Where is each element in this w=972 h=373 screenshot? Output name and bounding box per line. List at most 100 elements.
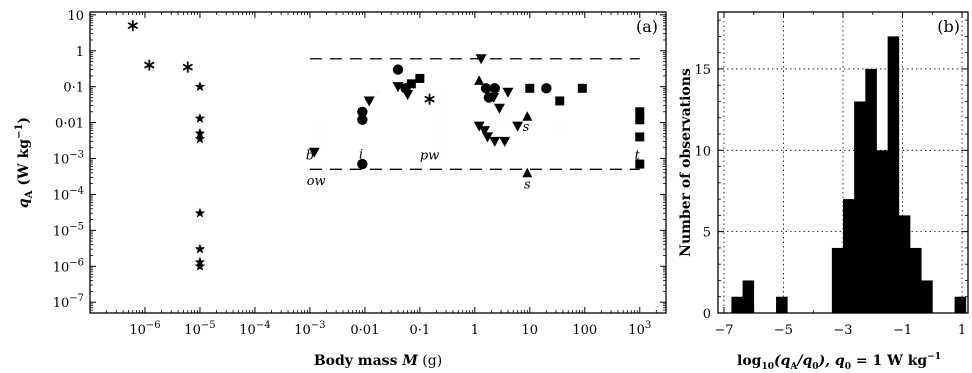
triangle-down-point (502, 87, 514, 98)
square-point (555, 96, 565, 106)
x-axis-label-b: log10(qA/q0), q0 = 1 W kg−1 (737, 352, 941, 372)
annotation-ow: ow (307, 174, 326, 189)
bowtie-point (435, 114, 448, 124)
series-triangle_down (308, 54, 524, 158)
series-star (194, 81, 206, 271)
triangle-down-point (493, 103, 505, 114)
star-point (194, 243, 206, 254)
histogram-bar (731, 296, 743, 313)
circle-point (483, 92, 495, 103)
bowtie-point (556, 126, 569, 136)
triangle-down-point (479, 126, 491, 137)
annotation-b: b (306, 148, 314, 163)
triangle-down-point (512, 121, 524, 132)
annotation-t: t (635, 148, 641, 163)
x-tick-label-b: −1 (893, 323, 912, 338)
x-tick-label-a: 0·01 (350, 323, 379, 338)
x-tick-label-a: 10−5 (184, 320, 215, 338)
panel-label-b: (b) (937, 17, 960, 36)
star-point (194, 113, 206, 123)
annotation-pw: pw (420, 148, 439, 163)
triangle-down-point (308, 147, 320, 158)
y-tick-label-a: 10−5 (53, 221, 84, 239)
bowtie-point (313, 139, 326, 149)
series-triangle_up (474, 75, 533, 178)
y-axis-label-a: qA (W kg−1) (14, 117, 35, 208)
x-tick-label-a: 1 (471, 323, 479, 338)
x-tick-label-a: 10 (522, 323, 539, 338)
star-point (194, 133, 206, 144)
asterisk-point (182, 61, 193, 73)
annotation-i: i (359, 147, 363, 162)
y-tick-label-a: 10−3 (53, 150, 84, 168)
x-tick-label-b: −5 (774, 323, 793, 338)
histogram-bar (865, 68, 877, 313)
x-tick-label-a: 10−6 (129, 320, 160, 338)
x-tick-label-b: −7 (714, 323, 733, 338)
triangle-up-point (522, 111, 533, 121)
histogram-bar (887, 36, 900, 314)
x-tick-label-b: 1 (958, 323, 966, 338)
bowtie-point (372, 87, 385, 97)
square-point (635, 115, 645, 125)
triangle-down-point (473, 121, 485, 132)
triangle-down-point (392, 82, 404, 93)
histogram-bar (776, 296, 788, 313)
plot-frame-a (89, 11, 667, 314)
y-tick-label-a: 10 (67, 9, 84, 24)
bowtie-point (435, 100, 448, 110)
x-axis-label-a: Body mass M (g) (314, 353, 442, 369)
star-point (194, 81, 206, 92)
x-tick-label-a: 100 (572, 323, 597, 338)
circle-point (541, 83, 552, 94)
bowtie-point (435, 149, 448, 159)
histogram-bar (742, 280, 755, 313)
histogram-bar (898, 215, 911, 313)
circle-point (357, 158, 368, 170)
asterisk-stroke (127, 22, 138, 30)
histogram-bar (954, 296, 967, 313)
series-square (406, 73, 645, 169)
y-tick-label-b: 10 (694, 144, 711, 159)
histogram-bar (909, 247, 922, 313)
y-tick-label-b: 0 (703, 307, 711, 322)
y-axis-label-b: Number of observations (678, 68, 694, 257)
star-point (194, 260, 206, 271)
histogram-bar (921, 280, 933, 313)
square-point (406, 79, 416, 89)
asterisk-stroke (144, 61, 155, 69)
series-circle (357, 64, 552, 170)
asterisk-stroke (182, 63, 193, 71)
x-tick-label-a: 103 (628, 320, 651, 338)
square-point (635, 107, 645, 117)
bowtie-point (313, 164, 326, 174)
triangle-up-point (522, 167, 533, 178)
x-tick-label-a: 0·1 (410, 323, 431, 338)
histogram-bar (843, 199, 855, 313)
y-tick-label-a: 10−4 (53, 185, 84, 203)
histogram-bar (854, 101, 866, 314)
y-tick-label-a: 0·01 (55, 117, 84, 132)
triangle-up-point (474, 75, 485, 85)
bowtie-point (313, 132, 326, 142)
series-asterisk (127, 20, 193, 73)
square-point (415, 73, 425, 83)
series-asterisk (424, 93, 435, 105)
bowtie-point (435, 134, 448, 144)
square-point (525, 83, 535, 93)
circle-point (357, 106, 368, 117)
square-point (577, 83, 587, 93)
y-tick-label-a: 1 (76, 45, 84, 60)
y-tick-label-b: 15 (694, 63, 711, 78)
panel-a: 10−6 10−5 10−4 10−3 0·01 0·1 1 10 100 103 10 1 0·1 0·… (14, 9, 667, 369)
panel-label-a: (a) (636, 17, 658, 36)
bowtie-point (435, 143, 448, 153)
annotation-s: s (524, 178, 531, 193)
annotation-s: s (523, 120, 530, 135)
bowtie-point (495, 116, 508, 126)
bowtie-point (313, 119, 326, 129)
star-point (194, 207, 206, 218)
square-point (635, 159, 645, 169)
